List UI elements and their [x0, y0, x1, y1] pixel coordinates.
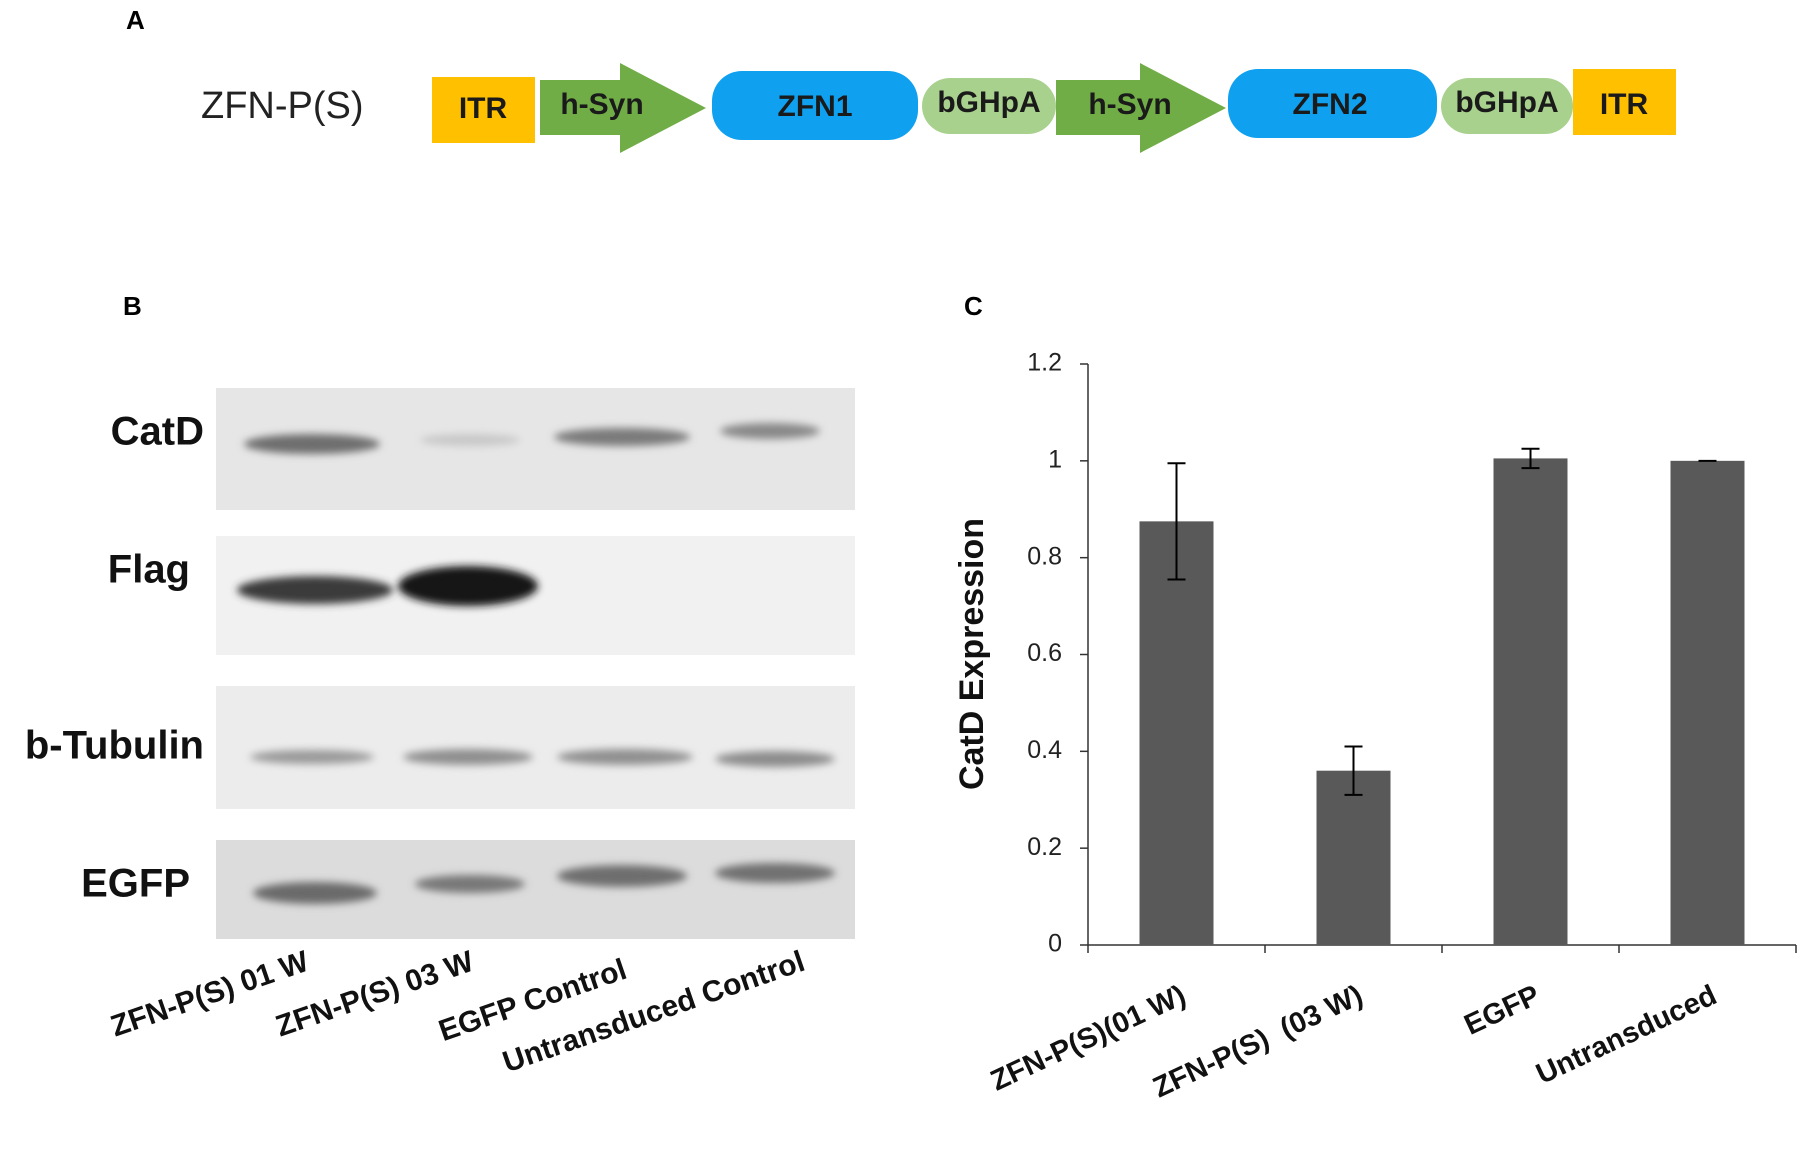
error-bar [1521, 447, 1540, 470]
y-tick-label: 0 [1048, 930, 1062, 958]
element-label: h-Syn [1088, 88, 1171, 121]
x-tick-label: Untransduced [1531, 979, 1721, 1090]
blot-band [237, 576, 393, 604]
element-label: ZFN2 [1293, 88, 1368, 121]
blot-strip [216, 686, 855, 809]
y-tick-label: 1.2 [1027, 349, 1062, 377]
element-label: h-Syn [560, 88, 643, 121]
blot-band [720, 423, 820, 439]
blot-band [557, 749, 693, 765]
blot-row-label: CatD [111, 410, 204, 454]
zfn-box [712, 71, 918, 140]
polya-box [922, 78, 1056, 134]
blot-band [244, 434, 380, 454]
x-tick-label: EGFP [1460, 979, 1545, 1041]
western-blot [216, 388, 855, 939]
blot-band [253, 882, 377, 904]
blot-band [557, 865, 687, 887]
bar [1139, 521, 1214, 945]
y-tick-label: 1 [1048, 445, 1062, 473]
itr-box [432, 77, 535, 143]
construct-diagram: ITR h-Syn ZFN1 bGHpA h-Syn ZFN2 bGHpA IT… [432, 63, 1676, 153]
blot-band [715, 863, 835, 883]
error-bar [1344, 745, 1363, 796]
error-bar [1167, 462, 1186, 581]
y-tick-label: 0.2 [1027, 833, 1062, 861]
promoter-arrow [540, 63, 706, 153]
y-tick-label: 0.6 [1027, 639, 1062, 667]
itr-box [1573, 69, 1676, 135]
bar [1493, 458, 1568, 945]
y-tick-label: 0.8 [1027, 542, 1062, 570]
polya-box [1441, 78, 1573, 134]
element-label: ITR [459, 92, 508, 125]
panel-label: C [964, 291, 983, 321]
blot-band [415, 875, 525, 893]
panel-label: A [126, 5, 145, 35]
blot-band [715, 751, 835, 767]
blot-band [250, 750, 374, 764]
element-label: bGHpA [1455, 86, 1558, 119]
blot-band [554, 428, 690, 446]
element-label: bGHpA [937, 86, 1040, 119]
blot-band [403, 749, 533, 765]
promoter-arrow [1056, 63, 1226, 153]
construct-name: ZFN-P(S) [201, 85, 364, 127]
blot-band [420, 434, 520, 446]
zfn-box [1228, 69, 1437, 138]
blot-row-label: Flag [108, 548, 190, 592]
bar [1670, 460, 1745, 945]
blot-row-label: b-Tubulin [25, 724, 204, 768]
y-axis-title: CatD Expression [953, 518, 991, 790]
y-tick-label: 0.4 [1027, 736, 1062, 764]
element-label: ZFN1 [778, 90, 853, 123]
blot-band [398, 566, 538, 606]
element-label: ITR [1600, 88, 1649, 121]
blot-row-label: EGFP [81, 862, 190, 906]
panel-label: B [123, 291, 142, 321]
bar [1316, 770, 1391, 945]
